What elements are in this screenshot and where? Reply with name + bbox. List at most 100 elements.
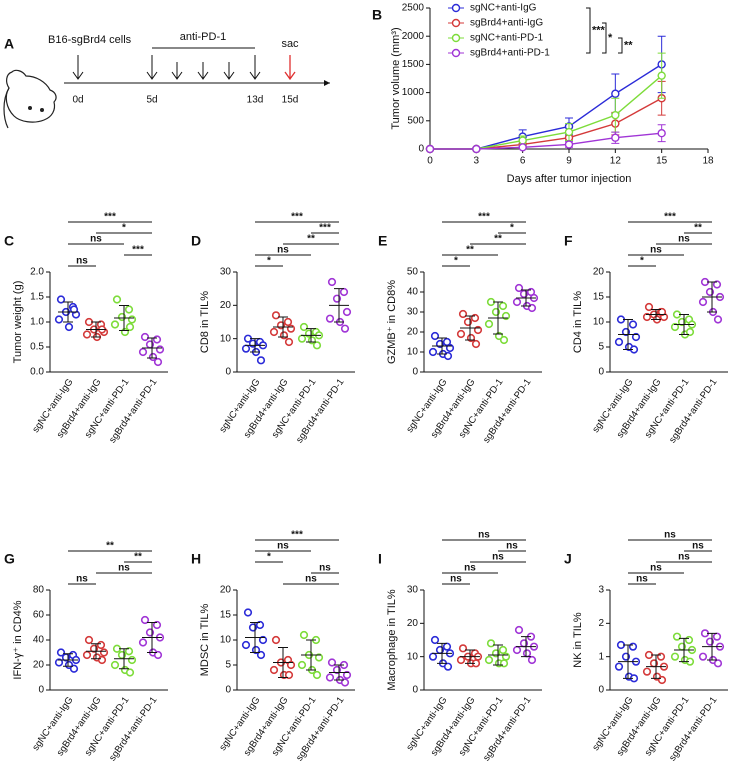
significance-label: ns — [305, 574, 317, 585]
sd-bar — [623, 644, 633, 679]
significance-label: ** — [466, 245, 474, 256]
point — [631, 332, 641, 342]
significance-label: ns — [277, 245, 289, 256]
y-tick-label: 10 — [407, 347, 419, 358]
sd-bar — [651, 654, 661, 679]
y-tick-label: 15 — [593, 292, 605, 303]
point — [327, 658, 337, 667]
point — [110, 660, 120, 670]
legend-marker — [451, 48, 461, 58]
point — [325, 314, 335, 323]
y-axis-label: IFN-γ⁺ in CD4% — [12, 600, 24, 679]
point — [297, 334, 307, 343]
point — [286, 324, 296, 333]
y-tick-label: 20 — [407, 618, 419, 629]
point — [155, 345, 165, 354]
y-axis-label: CD8 in TIL% — [199, 291, 211, 353]
point — [340, 324, 350, 333]
point — [125, 322, 135, 332]
y-tick-label: 0 — [418, 144, 424, 155]
y-axis-label: Tumor weight (g) — [12, 281, 24, 364]
point — [522, 649, 532, 658]
y-tick-label: 2.0 — [30, 267, 44, 278]
y-tick-label: 5 — [225, 660, 231, 671]
point — [527, 655, 537, 665]
point — [512, 645, 522, 655]
point — [614, 662, 624, 671]
point — [256, 356, 266, 365]
series-line — [430, 132, 662, 150]
significance-label: ns — [506, 541, 518, 552]
legend-label: sgNC+anti-PD-1 — [470, 33, 544, 44]
cells-label: B16-sgBrd4 cells — [48, 34, 132, 46]
mouse-eye — [40, 108, 44, 112]
point — [512, 297, 522, 307]
sd-bar — [147, 337, 157, 359]
sd-bar — [147, 622, 157, 653]
x-tick-label: 6 — [520, 156, 526, 167]
point — [112, 295, 122, 304]
sd-bar — [465, 649, 475, 664]
y-tick-label: 30 — [407, 307, 419, 318]
significance-label: *** — [319, 223, 331, 234]
y-tick-label: 1.0 — [30, 317, 44, 328]
point — [564, 140, 574, 149]
sd-bar — [278, 647, 288, 678]
sd-bar — [437, 642, 447, 664]
point — [82, 330, 92, 339]
significance-label: ns — [76, 256, 88, 267]
y-tick-label: 0 — [412, 367, 418, 378]
y-tick-label: 15 — [220, 610, 232, 621]
point — [657, 71, 666, 80]
sd-bar — [334, 288, 344, 323]
y-tick-label: 30 — [407, 585, 419, 596]
panel-letter: J — [564, 551, 572, 567]
point — [656, 652, 666, 661]
point — [499, 659, 509, 668]
point — [672, 632, 682, 641]
point — [443, 662, 453, 671]
sd-bar — [91, 643, 101, 660]
significance-label: ns — [492, 552, 504, 563]
mouse-eye — [28, 106, 32, 110]
significance-label: * — [510, 223, 514, 234]
point — [342, 670, 352, 680]
arrow — [72, 55, 84, 80]
significance-label: ns — [450, 574, 462, 585]
arrow — [146, 55, 261, 80]
significance-bracket — [586, 7, 591, 54]
treatment-label: anti-PD-1 — [180, 31, 226, 43]
point — [442, 642, 452, 651]
point — [514, 625, 524, 635]
significance-label: *** — [104, 212, 116, 223]
point — [271, 635, 281, 645]
point — [614, 337, 624, 347]
x-axis-label: Days after tumor injection — [507, 173, 632, 185]
point — [684, 635, 694, 645]
panel-letter: I — [378, 551, 382, 567]
point — [138, 638, 148, 647]
x-tick-label: 12 — [610, 156, 622, 167]
point — [153, 650, 163, 660]
sd-bar — [623, 319, 633, 350]
point — [342, 307, 352, 317]
point — [501, 652, 511, 661]
y-tick-label: 2000 — [402, 31, 425, 42]
y-tick-label: 10 — [220, 333, 232, 344]
significance-label: ns — [478, 530, 490, 541]
point — [97, 655, 107, 665]
sac-arrow — [284, 55, 296, 81]
panel-letter: D — [191, 233, 201, 249]
point — [127, 655, 137, 665]
y-tick-label: 0 — [38, 685, 44, 696]
point — [312, 341, 322, 350]
y-axis-label: MDSC in TIL% — [199, 604, 211, 677]
sd-bar — [521, 289, 531, 307]
significance-label: ** — [106, 541, 114, 552]
point — [99, 648, 109, 657]
point — [698, 297, 708, 307]
legend-marker — [451, 33, 461, 43]
point — [314, 653, 324, 662]
point — [140, 332, 150, 342]
point — [657, 307, 667, 317]
